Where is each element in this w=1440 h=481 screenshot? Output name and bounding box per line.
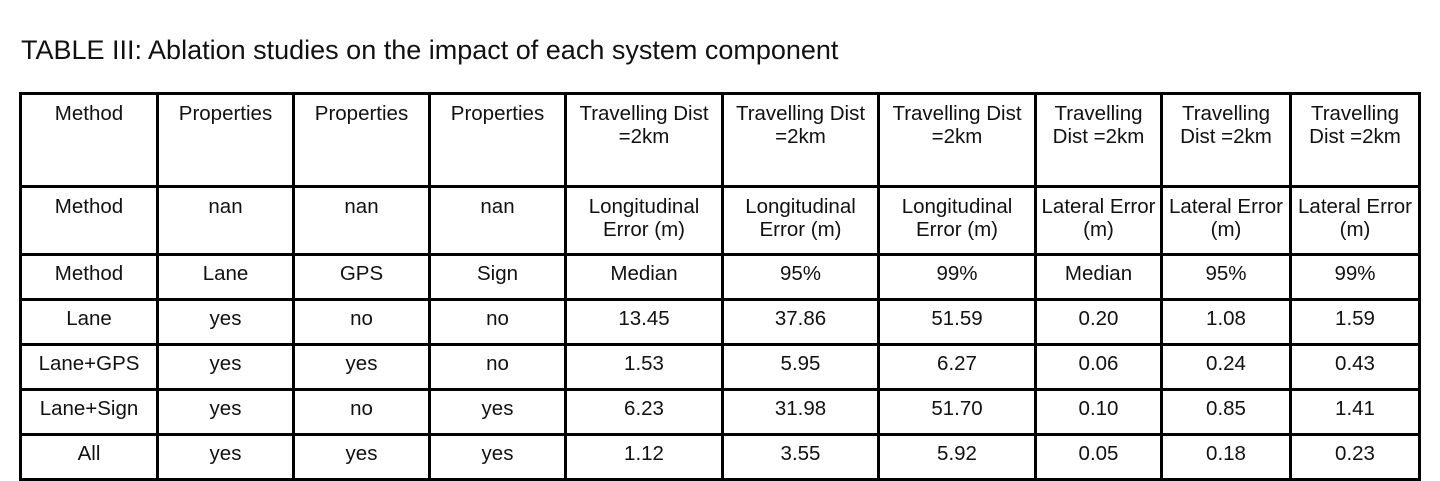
table-cell: 37.86 <box>721 298 880 346</box>
table-cell: 6.27 <box>877 343 1037 391</box>
header-cell: Travelling Dist =2km <box>877 92 1037 188</box>
header-cell: Travelling Dist =2km <box>1160 92 1292 188</box>
table-cell: yes <box>156 298 295 346</box>
table-cell: 0.20 <box>1034 298 1163 346</box>
table-cell: no <box>428 343 567 391</box>
ablation-table: Method Properties Properties Properties Trav… <box>19 92 1421 481</box>
table-cell: 5.92 <box>877 433 1037 481</box>
table-cell: 0.18 <box>1160 433 1292 481</box>
table-cell: 1.53 <box>564 343 724 391</box>
table-row: Lane+Sign yes no yes 6.23 31.98 51.70 0.10 0.85 1… <box>19 388 1421 436</box>
header-row: Method Properties Properties Properties Trav… <box>19 92 1421 188</box>
table-cell: 13.45 <box>564 298 724 346</box>
header-cell: 99% <box>877 253 1037 301</box>
table-cell: Lane <box>19 298 159 346</box>
header-row: Method Lane GPS Sign Median 95% 99% Median 95% 99… <box>19 253 1421 301</box>
header-cell: nan <box>156 185 295 256</box>
table-cell: 1.08 <box>1160 298 1292 346</box>
header-cell: nan <box>428 185 567 256</box>
table-cell: 0.85 <box>1160 388 1292 436</box>
header-row: Method nan nan nan Longitudinal Error (m) Lon… <box>19 185 1421 256</box>
header-cell: Longitudinal Error (m) <box>877 185 1037 256</box>
table-cell: 0.43 <box>1289 343 1421 391</box>
header-cell: Median <box>1034 253 1163 301</box>
header-cell: 95% <box>1160 253 1292 301</box>
header-cell: Method <box>19 92 159 188</box>
table-cell: 51.70 <box>877 388 1037 436</box>
header-cell: 99% <box>1289 253 1421 301</box>
header-cell: Travelling Dist =2km <box>1289 92 1421 188</box>
header-cell: Method <box>19 185 159 256</box>
header-cell: Longitudinal Error (m) <box>721 185 880 256</box>
header-cell: Longitudinal Error (m) <box>564 185 724 256</box>
table-cell: Lane+GPS <box>19 343 159 391</box>
table-cell: yes <box>292 343 431 391</box>
table-cell: 0.23 <box>1289 433 1421 481</box>
header-cell: Travelling Dist =2km <box>721 92 880 188</box>
header-cell: Travelling Dist =2km <box>564 92 724 188</box>
header-cell: Method <box>19 253 159 301</box>
table-row: Lane yes no no 13.45 37.86 51.59 0.20 1.08 1.59 <box>19 298 1421 346</box>
table-cell: 0.10 <box>1034 388 1163 436</box>
table-cell: All <box>19 433 159 481</box>
header-cell: Lane <box>156 253 295 301</box>
header-cell: Travelling Dist =2km <box>1034 92 1163 188</box>
header-cell: nan <box>292 185 431 256</box>
table-row: All yes yes yes 1.12 3.55 5.92 0.05 0.18 0.23 <box>19 433 1421 481</box>
header-cell: Lateral Error (m) <box>1160 185 1292 256</box>
header-cell: 95% <box>721 253 880 301</box>
header-cell: Properties <box>292 92 431 188</box>
header-cell: Lateral Error (m) <box>1034 185 1163 256</box>
table-cell: 31.98 <box>721 388 880 436</box>
header-cell: Properties <box>156 92 295 188</box>
table-row: Lane+GPS yes yes no 1.53 5.95 6.27 0.06 0.24 0.43 <box>19 343 1421 391</box>
table-cell: 5.95 <box>721 343 880 391</box>
header-cell: Median <box>564 253 724 301</box>
header-cell: Properties <box>428 92 567 188</box>
table-caption: TABLE III: Ablation studies on the impac… <box>21 35 839 65</box>
table-cell: 1.59 <box>1289 298 1421 346</box>
table-cell: no <box>292 388 431 436</box>
table-cell: yes <box>292 433 431 481</box>
table-cell: no <box>292 298 431 346</box>
table-cell: 0.05 <box>1034 433 1163 481</box>
header-cell: Sign <box>428 253 567 301</box>
table-cell: yes <box>156 433 295 481</box>
table-cell: yes <box>156 343 295 391</box>
table-cell: yes <box>428 388 567 436</box>
table-cell: 0.24 <box>1160 343 1292 391</box>
table-cell: 3.55 <box>721 433 880 481</box>
table-cell: 6.23 <box>564 388 724 436</box>
table-cell: 1.12 <box>564 433 724 481</box>
table-cell: 51.59 <box>877 298 1037 346</box>
header-cell: GPS <box>292 253 431 301</box>
header-cell: Lateral Error (m) <box>1289 185 1421 256</box>
table-cell: yes <box>428 433 567 481</box>
table-cell: Lane+Sign <box>19 388 159 436</box>
table-cell: yes <box>156 388 295 436</box>
table-cell: 1.41 <box>1289 388 1421 436</box>
table-cell: no <box>428 298 567 346</box>
table-cell: 0.06 <box>1034 343 1163 391</box>
